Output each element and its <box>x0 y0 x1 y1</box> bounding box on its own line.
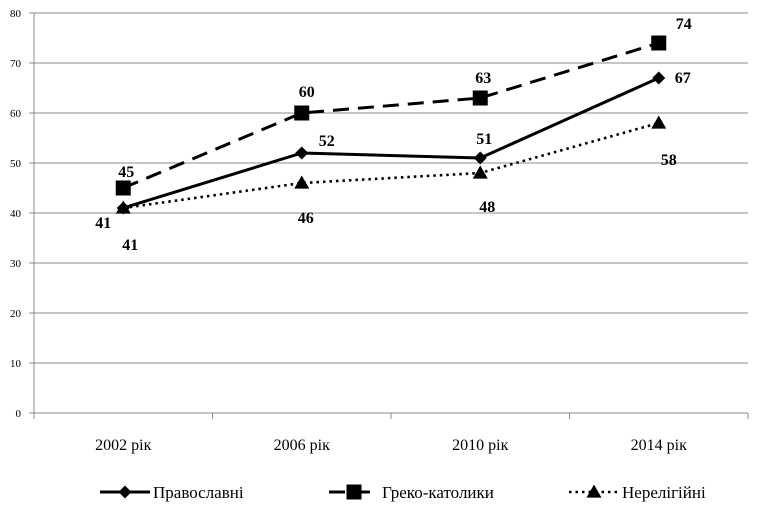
marker-triangle <box>472 165 488 179</box>
data-label: 52 <box>319 133 335 150</box>
x-axis: 2002 рік 2006 рік 2010 рік 2014 рік <box>33 412 749 454</box>
y-tick-label: 70 <box>10 58 22 70</box>
y-tick-label: 0 <box>16 408 22 420</box>
marker-triangle <box>586 484 602 498</box>
series-line-1 <box>122 76 660 210</box>
data-label: 67 <box>675 70 691 87</box>
data-label: 60 <box>299 84 315 101</box>
data-label: 45 <box>118 164 134 181</box>
marker-square <box>472 90 488 106</box>
marker-diamond <box>118 485 132 499</box>
data-label: 41 <box>95 215 111 232</box>
legend-label: Православні <box>153 483 244 502</box>
x-tick-label: 2006 рік <box>274 437 330 454</box>
gridlines <box>34 12 748 414</box>
x-tick-label: 2002 рік <box>95 437 151 454</box>
marker-square <box>115 180 131 196</box>
x-tick-label: 2014 рік <box>631 437 687 454</box>
data-label: 46 <box>298 210 314 227</box>
y-axis: 0 10 20 30 40 50 60 70 80 <box>10 8 35 420</box>
legend-label: Нерелігійні <box>622 483 706 502</box>
y-tick-label: 10 <box>10 358 22 370</box>
series-line-3 <box>123 121 660 210</box>
data-label: 51 <box>476 131 492 148</box>
y-tick-label: 80 <box>10 8 22 20</box>
marker-diamond <box>295 146 309 160</box>
legend-label: Греко-католики <box>382 483 494 502</box>
data-label: 41 <box>122 237 138 254</box>
marker-diamond <box>652 71 666 85</box>
marker-square <box>651 35 667 51</box>
y-tick-label: 30 <box>10 258 22 270</box>
x-tick-label: 2010 рік <box>452 437 508 454</box>
legend-item-3: Нерелігійні <box>569 483 706 502</box>
marker-triangle <box>294 175 310 189</box>
marker-triangle <box>115 200 131 214</box>
data-label: 63 <box>475 70 491 87</box>
data-label: 74 <box>676 16 692 33</box>
marker-triangle <box>651 115 667 129</box>
data-label: 48 <box>479 199 495 216</box>
y-tick-label: 50 <box>10 158 22 170</box>
data-label: 58 <box>661 152 677 169</box>
legend-item-2: Греко-католики <box>329 483 494 502</box>
legend: Православні Греко-католики Нерелігійні <box>100 483 706 502</box>
marker-diamond <box>473 151 487 165</box>
y-tick-label: 60 <box>10 108 22 120</box>
marker-square <box>346 484 362 500</box>
data-labels: 41 52 51 67 45 60 63 74 41 46 48 58 <box>95 16 692 254</box>
legend-item-1: Православні <box>100 483 244 502</box>
series-lines <box>122 41 660 210</box>
y-tick-label: 40 <box>10 208 22 220</box>
series-line-2 <box>122 41 660 190</box>
y-tick-label: 20 <box>10 308 22 320</box>
marker-square <box>294 105 310 121</box>
series-markers <box>115 35 667 215</box>
